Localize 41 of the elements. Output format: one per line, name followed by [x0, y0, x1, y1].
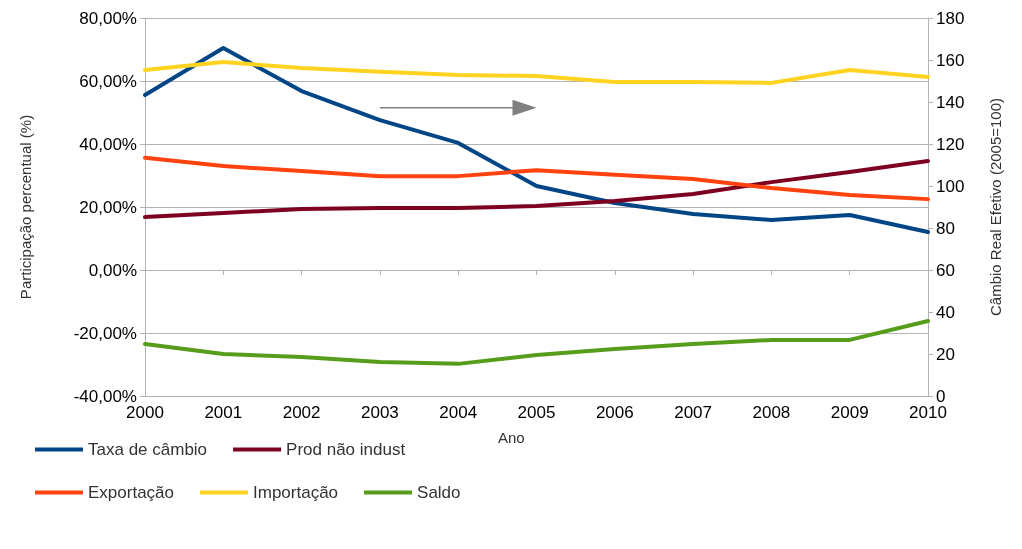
legend-label: Prod não indust — [286, 440, 406, 459]
x-tick-label: 2002 — [282, 403, 321, 422]
y-tick-label: 40,00% — [79, 134, 137, 154]
line-series — [143, 319, 930, 366]
line-series — [143, 159, 930, 220]
y-tick-label: 20,00% — [79, 197, 137, 217]
y2-tick-label: 180 — [936, 8, 965, 28]
y2-tick-label: 40 — [936, 302, 955, 322]
y2-tick-label: 20 — [936, 344, 955, 364]
y2-tick-label: 160 — [936, 50, 965, 70]
x-tick-label: 2003 — [360, 403, 399, 422]
y2-axis-title: Câmbio Real Efetivo (2005=100) — [987, 97, 1004, 317]
x-tick-label: 2010 — [909, 403, 947, 422]
line-series — [143, 155, 930, 202]
y-tick-label: 80,00% — [79, 8, 137, 28]
x-tick-label: 2009 — [830, 403, 869, 422]
y2-tick-label: 60 — [936, 260, 955, 280]
line-series — [143, 46, 930, 234]
x-tick-label: 2008 — [752, 403, 791, 422]
x-axis-title: Ano — [498, 429, 525, 446]
x-tick-label: 2001 — [204, 403, 243, 422]
x-tick-label: 2005 — [517, 403, 556, 422]
x-tick-label: 2004 — [439, 403, 478, 422]
line-series — [143, 60, 930, 85]
x-tick-label: 2006 — [595, 403, 634, 422]
y-tick-label: -40,00% — [73, 386, 137, 406]
x-tick-label: 2000 — [126, 403, 164, 422]
legend-label: Exportação — [88, 483, 174, 502]
y-tick-label: -20,00% — [73, 323, 137, 343]
y2-tick-label: 0 — [936, 386, 946, 406]
y-axis-title: Participação percentual (%) — [17, 114, 34, 300]
legend-label: Taxa de câmbio — [88, 440, 208, 459]
y2-tick-label: 140 — [936, 92, 965, 112]
y2-tick-label: 100 — [936, 176, 965, 196]
legend-label: Saldo — [417, 483, 461, 502]
legend-label: Importação — [253, 483, 339, 502]
y2-tick-label: 120 — [936, 134, 965, 154]
y-tick-label: 0,00% — [88, 260, 137, 280]
x-tick-label: 2007 — [674, 403, 713, 422]
y-tick-label: 60,00% — [79, 71, 137, 91]
y2-tick-label: 80 — [936, 218, 955, 238]
